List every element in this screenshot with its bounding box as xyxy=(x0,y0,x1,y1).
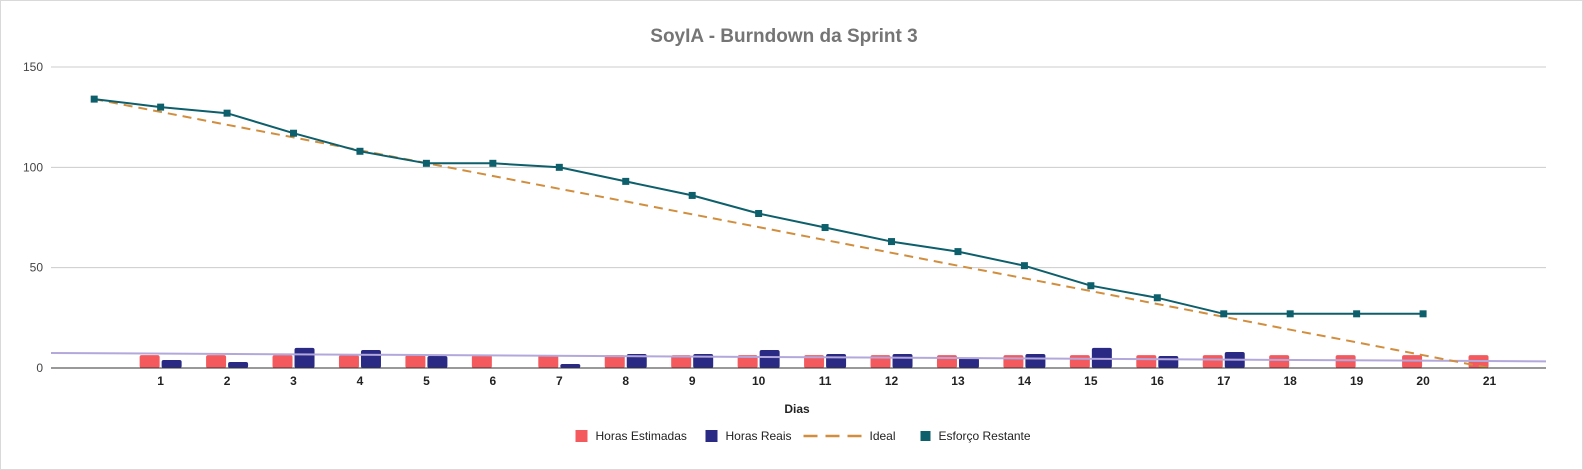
marker-esforco-restante xyxy=(1220,310,1228,318)
bar-horas-estimadas xyxy=(1136,355,1157,368)
x-tick-label: 17 xyxy=(1217,374,1231,388)
y-tick-label: 150 xyxy=(23,60,43,74)
marker-esforco-restante xyxy=(356,147,364,155)
marker-esforco-restante xyxy=(622,177,630,185)
chart-title: SoyIA - Burndown da Sprint 3 xyxy=(650,26,917,47)
bar-horas-estimadas xyxy=(737,355,758,368)
bar-horas-reais xyxy=(294,347,315,368)
x-tick-label: 15 xyxy=(1084,374,1098,388)
bar-horas-estimadas xyxy=(538,355,559,368)
x-tick-label: 16 xyxy=(1151,374,1165,388)
bar-horas-estimadas xyxy=(1335,355,1356,368)
marker-esforco-restante xyxy=(954,248,962,256)
marker-esforco-restante xyxy=(1353,310,1361,318)
marker-esforco-restante xyxy=(555,163,563,171)
bar-horas-estimadas xyxy=(206,355,227,368)
x-tick-label: 12 xyxy=(885,374,899,388)
marker-esforco-restante xyxy=(90,95,98,103)
bars xyxy=(139,347,1489,368)
legend: Horas Estimadas Horas Reais Ideal Esforço R… xyxy=(575,429,1031,443)
marker-esforco-restante xyxy=(223,109,231,117)
marker-esforco-restante xyxy=(1153,294,1161,302)
bar-horas-reais xyxy=(228,361,249,368)
x-tick-label: 6 xyxy=(490,374,497,388)
marker-esforco-restante xyxy=(1087,282,1095,290)
bar-horas-reais xyxy=(1158,355,1179,368)
bar-horas-estimadas xyxy=(1202,355,1223,368)
bar-horas-reais xyxy=(1025,353,1046,368)
x-axis: 1 2 3 4 5 6 7 8 9 10 11 12 13 14 15 16 17 18 19 20 21 xyxy=(51,367,1546,388)
bar-horas-estimadas xyxy=(272,355,293,368)
lines xyxy=(90,95,1490,369)
x-tick-label: 14 xyxy=(1018,374,1032,388)
x-tick-label: 4 xyxy=(357,374,364,388)
x-tick-label: 10 xyxy=(752,374,766,388)
legend-swatch-horas-estimadas xyxy=(575,430,588,442)
x-tick-label: 7 xyxy=(556,374,563,388)
bar-horas-estimadas xyxy=(471,355,492,368)
x-tick-label: 1 xyxy=(157,374,164,388)
x-tick-label: 8 xyxy=(622,374,629,388)
marker-esforco-restante xyxy=(1419,310,1427,318)
y-tick-label: 100 xyxy=(23,160,43,174)
trendline-line xyxy=(50,351,1547,363)
bar-horas-reais xyxy=(360,349,381,368)
bar-horas-estimadas xyxy=(405,355,426,368)
legend-label: Esforço Restante xyxy=(939,429,1031,443)
marker-esforco-restante xyxy=(755,209,763,217)
bar-horas-estimadas xyxy=(139,355,160,368)
bar-horas-estimadas xyxy=(804,355,825,368)
marker-esforco-restante xyxy=(888,238,896,246)
legend-swatch-horas-reais xyxy=(705,430,718,442)
marker-esforco-restante xyxy=(290,129,298,137)
x-tick-label: 3 xyxy=(290,374,297,388)
line-ideal xyxy=(94,98,1490,369)
legend-label: Horas Reais xyxy=(726,429,792,443)
x-tick-label: 5 xyxy=(423,374,430,388)
marker-esforco-restante xyxy=(1020,262,1028,270)
bar-horas-reais xyxy=(427,355,448,368)
bar-horas-estimadas xyxy=(604,355,625,368)
trendline xyxy=(50,351,1547,363)
bar-horas-estimadas xyxy=(671,355,692,368)
bar-horas-estimadas xyxy=(1069,355,1090,368)
marker-esforco-restante xyxy=(1286,310,1294,318)
bar-horas-estimadas xyxy=(1003,355,1024,368)
gridlines xyxy=(51,66,1546,269)
bar-horas-estimadas xyxy=(338,355,359,368)
bar-horas-reais xyxy=(626,353,647,368)
bar-horas-reais xyxy=(161,359,182,368)
legend-swatch-esforco-restante xyxy=(920,431,931,441)
y-tick-label: 50 xyxy=(30,261,44,275)
bar-horas-reais xyxy=(759,349,780,368)
y-axis: 0 50 100 150 xyxy=(23,60,43,375)
x-tick-label: 2 xyxy=(224,374,231,388)
bar-horas-reais xyxy=(560,363,581,368)
marker-esforco-restante xyxy=(157,103,165,111)
x-tick-label: 13 xyxy=(951,374,965,388)
bar-horas-estimadas xyxy=(1269,355,1290,368)
x-tick-label: 20 xyxy=(1416,374,1430,388)
x-tick-label: 19 xyxy=(1350,374,1364,388)
y-tick-label: 0 xyxy=(36,361,43,375)
marker-esforco-restante xyxy=(821,224,829,232)
marker-esforco-restante xyxy=(688,191,696,199)
marker-esforco-restante xyxy=(489,159,497,167)
x-tick-label: 9 xyxy=(689,374,696,388)
bar-horas-reais xyxy=(892,353,913,368)
x-tick-label: 18 xyxy=(1284,374,1298,388)
marker-esforco-restante xyxy=(422,159,430,167)
x-tick-label: 21 xyxy=(1483,374,1497,388)
x-tick-label: 11 xyxy=(819,374,832,388)
bar-horas-reais xyxy=(958,357,979,368)
legend-label: Ideal xyxy=(870,429,896,443)
legend-label: Horas Estimadas xyxy=(596,429,687,443)
bar-horas-reais xyxy=(826,353,847,368)
x-axis-title: Dias xyxy=(784,402,810,416)
